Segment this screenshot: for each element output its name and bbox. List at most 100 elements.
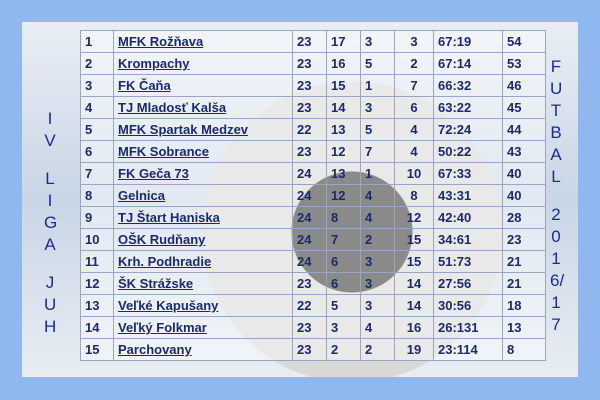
table-row: 4 TJ Mladosť Kalša 23 14 3 6 63:22 45 (80, 96, 546, 119)
table-cell: 24 (292, 184, 327, 207)
table-cell: 15 (394, 228, 434, 251)
label-line: 2016/17 (550, 205, 565, 334)
table-cell: 5 (326, 294, 361, 317)
table-cell: 66:32 (433, 74, 503, 97)
table-cell: 2 (360, 228, 395, 251)
table-cell: 44 (502, 118, 546, 141)
table-cell: 15 (80, 338, 114, 361)
table-cell: 45 (502, 96, 546, 119)
table-cell: 3 (326, 316, 361, 339)
table-cell: MFK Spartak Medzev (113, 118, 293, 141)
table-cell: 8 (326, 206, 361, 229)
table-cell: Parchovany (113, 338, 293, 361)
table-cell: 3 (360, 250, 395, 273)
standings-table: 1 MFK Rožňava 23 17 3 3 67:19 54 2 Krompachy 23 16 5… (80, 30, 546, 361)
table-cell: 15 (394, 250, 434, 273)
table-row: 13 Veľké Kapušany 22 5 3 14 30:56 18 (80, 294, 546, 317)
table-cell: 22 (292, 118, 327, 141)
table-cell: 72:24 (433, 118, 503, 141)
table-cell: FK Čaňa (113, 74, 293, 97)
table-cell: 42:40 (433, 206, 503, 229)
table-cell: 15 (326, 74, 361, 97)
table-cell: 23 (292, 140, 327, 163)
table-cell: 30:56 (433, 294, 503, 317)
table-cell: 23 (292, 74, 327, 97)
table-cell: 63:22 (433, 96, 503, 119)
table-cell: 7 (80, 162, 114, 185)
table-cell: 6 (394, 96, 434, 119)
table-cell: 23:114 (433, 338, 503, 361)
table-cell: TJ Mladosť Kalša (113, 96, 293, 119)
table-cell: 3 (360, 96, 395, 119)
table-cell: 16 (326, 52, 361, 75)
table-cell: 5 (80, 118, 114, 141)
label-line: FUTBAL (550, 57, 563, 186)
table-row: 8 Gelnica 24 12 4 8 43:31 40 (80, 184, 546, 207)
table-cell: 13 (326, 118, 361, 141)
table-row: 1 MFK Rožňava 23 17 3 3 67:19 54 (80, 30, 546, 53)
table-cell: 4 (80, 96, 114, 119)
table-cell: 13 (326, 162, 361, 185)
table-cell: 12 (394, 206, 434, 229)
table-cell: 8 (502, 338, 546, 361)
table-cell: 3 (394, 30, 434, 53)
table-cell: 10 (394, 162, 434, 185)
table-cell: 10 (80, 228, 114, 251)
table-cell: 40 (502, 184, 546, 207)
table-cell: 9 (80, 206, 114, 229)
table-cell: 28 (502, 206, 546, 229)
table-cell: 54 (502, 30, 546, 53)
table-cell: 67:19 (433, 30, 503, 53)
table-cell: 43 (502, 140, 546, 163)
table-cell: 5 (360, 52, 395, 75)
table-cell: 18 (502, 294, 546, 317)
table-row: 3 FK Čaňa 23 15 1 7 66:32 46 (80, 74, 546, 97)
table-cell: FK Geča 73 (113, 162, 293, 185)
table-cell: 6 (80, 140, 114, 163)
table-cell: Krh. Podhradie (113, 250, 293, 273)
table-cell: 7 (360, 140, 395, 163)
table-cell: 16 (394, 316, 434, 339)
table-cell: 3 (360, 272, 395, 295)
left-label: IV LIGA JUH (38, 108, 62, 354)
table-row: 6 MFK Sobrance 23 12 7 4 50:22 43 (80, 140, 546, 163)
table-cell: 23 (292, 96, 327, 119)
table-cell: 7 (394, 74, 434, 97)
table-cell: 1 (80, 30, 114, 53)
table-cell: 24 (292, 250, 327, 273)
table-cell: 12 (326, 140, 361, 163)
table-row: 14 Veľký Folkmar 23 3 4 16 26:131 13 (80, 316, 546, 339)
table-cell: 19 (394, 338, 434, 361)
label-line: IV (44, 109, 56, 150)
table-cell: 21 (502, 272, 546, 295)
table-cell: 14 (80, 316, 114, 339)
table-cell: 27:56 (433, 272, 503, 295)
table-cell: 23 (292, 30, 327, 53)
table-cell: MFK Rožňava (113, 30, 293, 53)
table-cell: Gelnica (113, 184, 293, 207)
table-cell: 1 (360, 162, 395, 185)
table-cell: 14 (394, 294, 434, 317)
table-cell: 2 (360, 338, 395, 361)
table-cell: 53 (502, 52, 546, 75)
table-cell: 34:61 (433, 228, 503, 251)
table-cell: 7 (326, 228, 361, 251)
table-cell: 23 (502, 228, 546, 251)
table-cell: 67:14 (433, 52, 503, 75)
table-row: 12 ŠK Strážske 23 6 3 14 27:56 21 (80, 272, 546, 295)
table-cell: 12 (80, 272, 114, 295)
table-cell: 13 (502, 316, 546, 339)
table-cell: 23 (292, 52, 327, 75)
table-cell: 22 (292, 294, 327, 317)
table-cell: 46 (502, 74, 546, 97)
table-cell: 50:22 (433, 140, 503, 163)
table-cell: 3 (360, 30, 395, 53)
label-line: JUH (44, 273, 57, 336)
table-cell: 6 (326, 250, 361, 273)
table-cell: 1 (360, 74, 395, 97)
table-cell: 24 (292, 206, 327, 229)
table-cell: 51:73 (433, 250, 503, 273)
table-cell: 4 (360, 206, 395, 229)
table-cell: MFK Sobrance (113, 140, 293, 163)
table-cell: ŠK Strážske (113, 272, 293, 295)
